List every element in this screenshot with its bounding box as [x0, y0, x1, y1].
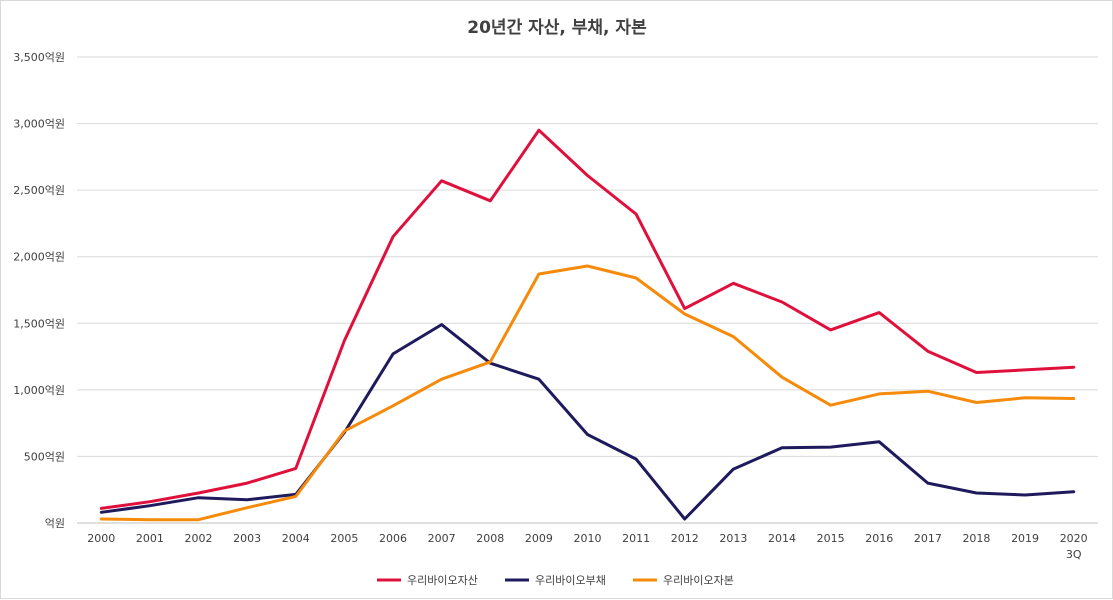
series-lines — [99, 128, 1076, 522]
x-tick-label: 2015 — [817, 532, 845, 545]
x-tick-label: 2006 — [379, 532, 407, 545]
y-tick-label: 2,500억원 — [13, 184, 65, 197]
y-axis-ticks: 억원 500억원 1,000억원 1,500억원 2,000억원 2,500억원 3,000… — [13, 51, 65, 530]
x-axis-ticks: 2000 2001 2002 2003 2004 2005 2006 2007 2008 2009… — [87, 532, 1087, 561]
x-tick-label: 2018 — [962, 532, 990, 545]
x-tick-label: 2008 — [476, 532, 504, 545]
y-tick-label: 1,500억원 — [13, 317, 65, 330]
x-tick-label: 2012 — [671, 532, 699, 545]
series-line-2 — [99, 323, 1076, 521]
x-tick-label: 2013 — [719, 532, 747, 545]
x-tick-label: 2010 — [574, 532, 602, 545]
y-tick-label: 2,000억원 — [13, 251, 65, 264]
x-tick-label: 2000 — [87, 532, 115, 545]
x-tick-label: 2019 — [1011, 532, 1039, 545]
series-line-3 — [99, 264, 1076, 522]
x-tick-label: 2001 — [136, 532, 164, 545]
series-line-1 — [99, 128, 1076, 510]
chart-title: 20년간 자산, 부채, 자본 — [467, 18, 647, 38]
x-tick-label: 2017 — [914, 532, 942, 545]
y-tick-label: 500억원 — [24, 450, 65, 463]
y-tick-label: 억원 — [45, 517, 65, 530]
x-tick-label: 2002 — [185, 532, 213, 545]
legend-label: 우리바이오자산 — [407, 574, 478, 587]
legend-label: 우리바이오자본 — [663, 574, 734, 587]
x-tick-label: 2014 — [768, 532, 796, 545]
legend: 우리바이오자산 우리바이오부채 우리바이오자본 — [377, 574, 734, 587]
x-tick-label: 2016 — [865, 532, 893, 545]
gridlines — [77, 56, 1098, 524]
legend-label: 우리바이오부채 — [535, 574, 606, 587]
x-tick-label: 2011 — [622, 532, 650, 545]
x-tick-label: 2005 — [330, 532, 358, 545]
x-tick-label: 2004 — [282, 532, 310, 545]
x-tick-label: 2003 — [233, 532, 261, 545]
y-tick-label: 3,500억원 — [13, 51, 65, 64]
x-tick-label: 2009 — [525, 532, 553, 545]
x-tick-label: 2020 3Q — [1060, 532, 1088, 561]
y-tick-label: 3,000억원 — [13, 118, 65, 131]
y-tick-label: 1,000억원 — [13, 384, 65, 397]
x-tick-label: 2007 — [428, 532, 456, 545]
